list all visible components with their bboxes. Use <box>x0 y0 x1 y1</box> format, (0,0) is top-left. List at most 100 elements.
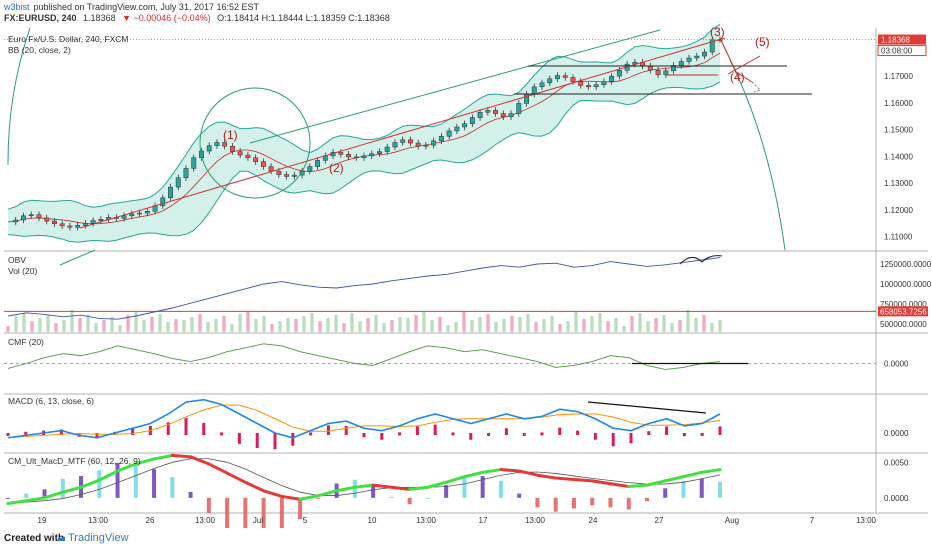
candle-body <box>160 197 166 207</box>
pane-grid <box>4 28 928 514</box>
cm-hist-bar <box>425 497 430 499</box>
cm-macd-segment <box>517 469 539 477</box>
volume-bar <box>366 318 370 332</box>
volume-bar <box>430 320 434 332</box>
obv-tick-label: 1000000.0000 <box>880 280 932 289</box>
candle-body <box>547 78 553 84</box>
macd-hist-bar <box>309 432 313 436</box>
wave-projection <box>719 37 753 83</box>
candle-body <box>191 157 197 169</box>
fib-circle <box>199 87 311 199</box>
candle-body <box>702 51 707 57</box>
candle-body <box>384 146 390 152</box>
obv-pane[interactable] <box>4 255 876 332</box>
cm-hist-bar <box>517 493 522 498</box>
candle-body <box>516 103 522 114</box>
candle-body <box>353 156 359 159</box>
volume-bar <box>6 326 10 332</box>
candle-body <box>206 145 212 152</box>
volume-bar <box>390 320 394 332</box>
price-tick-label: 1.16000 <box>884 99 913 108</box>
candle-body <box>415 142 421 147</box>
time-tick-label: Jul <box>253 516 263 525</box>
cm-macd-segment <box>608 482 631 489</box>
volume-bar <box>38 318 42 332</box>
candle-body <box>346 153 351 158</box>
candle-body <box>98 218 104 221</box>
macd-hist-bar <box>540 432 544 436</box>
macd-hist-bar <box>273 433 277 450</box>
cmf-pane[interactable] <box>4 343 876 370</box>
volume-bar <box>654 318 658 332</box>
cm-macd-segment <box>462 470 485 479</box>
volume-bar <box>142 320 146 332</box>
macd-pane[interactable] <box>6 398 722 450</box>
cm-macd-segment <box>152 453 174 461</box>
price-tick-label: 1.15000 <box>884 126 913 135</box>
cm-hist-bar <box>352 479 357 498</box>
cm-macd-segment <box>262 489 284 498</box>
drawings <box>4 27 876 266</box>
cm-macd-segment <box>408 485 430 491</box>
tradingview-brand[interactable]: TradingView <box>68 532 129 544</box>
cm-macd-segment <box>316 489 339 498</box>
volume-bar <box>622 326 626 332</box>
volume-bar <box>350 313 354 332</box>
macd-hist-bar <box>469 433 473 440</box>
cm-macd-segment <box>481 468 503 474</box>
volume-bar <box>286 318 290 332</box>
macd-hist-bar <box>611 433 615 447</box>
last-price-tag-text: 1.18368 <box>881 36 910 45</box>
volume-bar <box>134 312 138 332</box>
wave-label: (2) <box>329 161 344 175</box>
volume-bar <box>438 317 442 332</box>
candle-body <box>539 82 545 88</box>
price-tick-label: 1.13000 <box>884 179 913 188</box>
macd-hist-bar <box>700 433 704 436</box>
macd-hist-bar <box>433 424 437 435</box>
volume-bar <box>302 316 306 332</box>
volume-bar <box>54 323 58 332</box>
candle-body <box>28 214 34 217</box>
candle-body <box>400 139 406 143</box>
cm-macd-pane[interactable] <box>6 453 722 538</box>
wave-label: (4) <box>730 70 745 84</box>
price-pane[interactable]: (1) (2) (3) (4) (5) <box>4 24 876 266</box>
time-tick-label: 27 <box>655 516 664 525</box>
cm-macd-segment <box>572 477 594 483</box>
candle-body <box>493 110 499 114</box>
candle-body <box>175 177 181 188</box>
cm-hist-bar <box>444 485 449 498</box>
cm-macd-segment <box>590 479 612 486</box>
candle-body <box>51 220 57 225</box>
volume-bar <box>614 318 618 332</box>
cm-macd-segment <box>335 485 357 493</box>
author-link[interactable]: w3bist <box>4 2 30 12</box>
volume-bar <box>62 320 66 332</box>
cm-hist-bar <box>279 497 284 531</box>
wave-label: (5) <box>755 35 770 49</box>
obv-tick-label: 500000.0000 <box>880 320 927 329</box>
dashed-arrow <box>751 81 761 93</box>
volume-bar <box>542 319 546 332</box>
volume-bar <box>478 317 482 332</box>
volume-bar <box>446 325 450 332</box>
volume-bar <box>590 316 594 332</box>
macd-hist-bar <box>647 431 651 435</box>
bollinger-bands <box>7 24 721 243</box>
macd-hist-bar <box>504 428 508 435</box>
volume-bar <box>694 318 698 332</box>
volume-bar <box>150 317 154 332</box>
volume-bar <box>102 320 106 332</box>
cm-hist-bar <box>371 484 376 498</box>
time-tick-label: 24 <box>589 516 598 525</box>
macd-hist-bar <box>576 430 580 435</box>
candle-body <box>585 85 591 88</box>
countdown-tag-text: 03:08:00 <box>881 47 913 56</box>
cm-tick-label: 0.0050 <box>884 458 909 467</box>
cm-hist-bar <box>6 497 10 499</box>
macd-hist-bar <box>380 433 384 440</box>
volume-bar <box>182 320 186 332</box>
candle-body <box>392 142 398 148</box>
